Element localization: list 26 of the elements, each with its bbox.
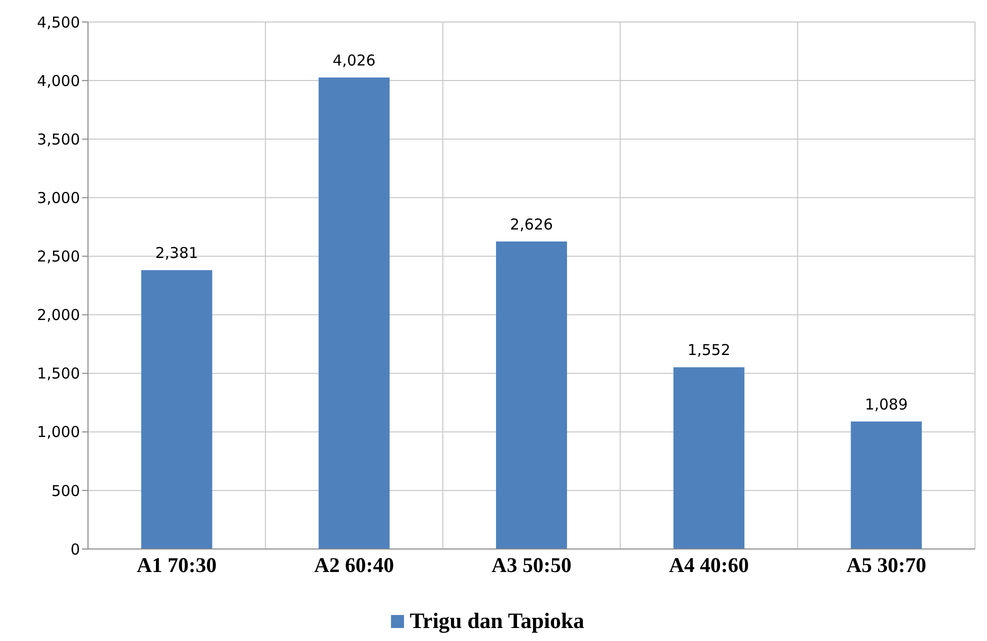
y-tick-label: 3,500 [37, 130, 80, 148]
y-tick-label: 4,500 [37, 13, 80, 32]
x-tick-label: A4 40:60 [668, 552, 749, 577]
bar [318, 78, 390, 549]
bar [496, 241, 568, 549]
bar [141, 270, 212, 549]
x-tick-label: A3 50:50 [492, 552, 572, 577]
x-tick-label: A5 30:70 [846, 552, 926, 577]
y-tick-label: 1,500 [37, 364, 80, 383]
bar [850, 421, 922, 549]
data-label: 2,626 [510, 215, 553, 234]
legend-label: Trigu dan Tapioka [408, 608, 584, 634]
y-tick-label: 3,000 [37, 188, 80, 207]
data-label: 1,552 [687, 341, 730, 360]
y-tick-label: 2,000 [37, 306, 80, 324]
x-tick-label: A1 70:30 [136, 552, 217, 577]
bar [673, 367, 744, 549]
y-tick-label: 1,000 [37, 423, 80, 442]
y-tick-label: 500 [51, 482, 80, 500]
data-label: 2,381 [155, 244, 198, 262]
x-tick-label: A2 60:40 [314, 552, 394, 577]
y-tick-label: 4,000 [37, 72, 80, 90]
y-tick-label: 0 [70, 540, 80, 558]
data-label: 1,089 [864, 395, 908, 414]
data-label: 4,026 [332, 52, 376, 70]
y-tick-label: 2,500 [37, 248, 80, 266]
